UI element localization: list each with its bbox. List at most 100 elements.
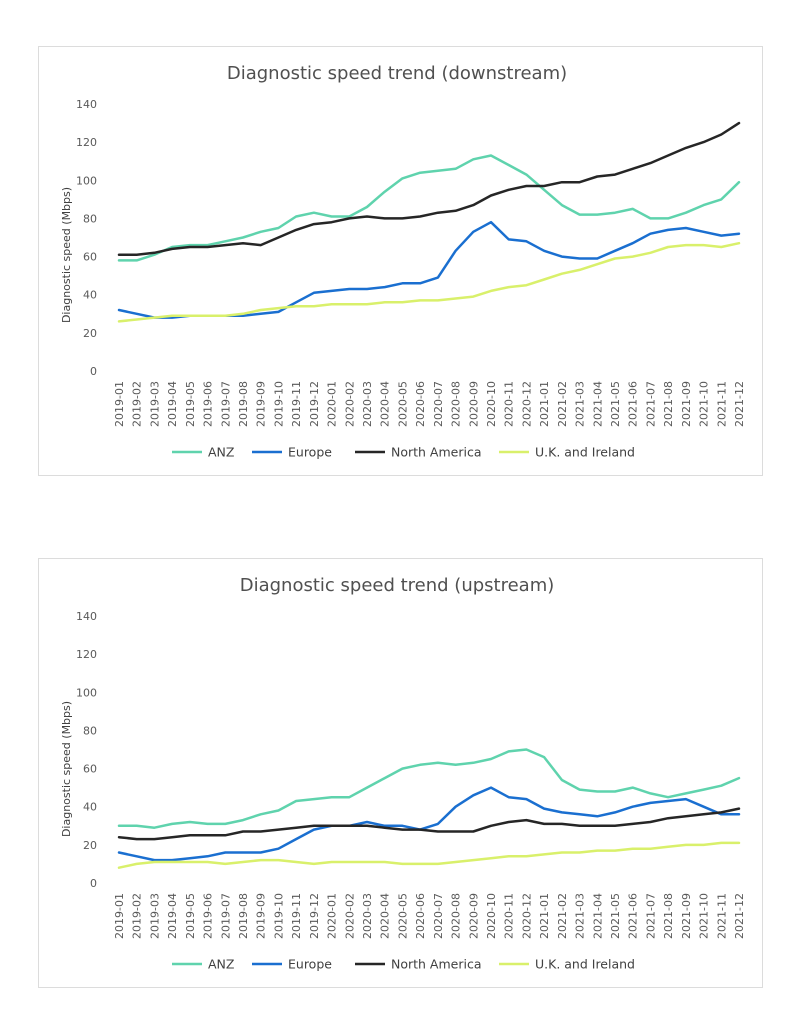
y-tick-label: 100 <box>76 174 97 187</box>
y-tick-label: 40 <box>83 289 97 302</box>
x-tick-label: 2021-07 <box>644 381 657 427</box>
x-tick-label: 2020-12 <box>520 381 533 427</box>
x-tick-label: 2019-03 <box>148 381 161 427</box>
y-tick-label: 120 <box>76 136 97 149</box>
x-tick-label: 2021-02 <box>556 893 569 939</box>
x-tick-label: 2021-09 <box>680 893 693 939</box>
x-tick-label: 2020-04 <box>379 381 392 427</box>
legend-label-anz: ANZ <box>208 445 234 460</box>
x-tick-label: 2020-04 <box>379 893 392 939</box>
x-tick-label: 2021-10 <box>698 381 711 427</box>
legend-label-anz: ANZ <box>208 957 234 972</box>
x-tick-label: 2020-10 <box>485 381 498 427</box>
x-tick-label: 2021-02 <box>556 381 569 427</box>
x-tick-label: 2019-03 <box>148 893 161 939</box>
x-tick-label: 2019-04 <box>166 381 179 427</box>
x-tick-label: 2021-11 <box>715 381 728 427</box>
legend-label-u-k-and-ireland: U.K. and Ireland <box>535 445 635 460</box>
legend-label-north-america: North America <box>391 957 482 972</box>
x-tick-label: 2020-02 <box>343 381 356 427</box>
y-tick-label: 120 <box>76 648 97 661</box>
y-tick-label: 80 <box>83 724 97 737</box>
downstream-chart-panel: Diagnostic speed trend (downstream) Diag… <box>38 46 763 476</box>
x-tick-label: 2020-03 <box>361 893 374 939</box>
x-tick-label: 2021-08 <box>662 893 675 939</box>
y-axis-title: Diagnostic speed (Mbps) <box>60 701 73 837</box>
x-tick-label: 2021-04 <box>591 381 604 427</box>
x-tick-label: 2021-09 <box>680 381 693 427</box>
x-tick-label: 2019-01 <box>113 893 126 939</box>
upstream-chart: Diagnostic speed trend (upstream) Diagno… <box>60 575 746 972</box>
x-tick-label: 2020-08 <box>450 381 463 427</box>
x-tick-label: 2019-02 <box>131 893 144 939</box>
x-tick-label: 2020-12 <box>520 893 533 939</box>
x-tick-label: 2021-12 <box>733 893 746 939</box>
legend-label-europe: Europe <box>288 957 332 972</box>
y-tick-label: 20 <box>83 327 97 340</box>
x-tick-label: 2021-12 <box>733 381 746 427</box>
x-tick-label: 2019-09 <box>255 893 268 939</box>
x-tick-label: 2020-03 <box>361 381 374 427</box>
x-tick-label: 2021-06 <box>627 381 640 427</box>
chart-title: Diagnostic speed trend (downstream) <box>227 63 567 84</box>
x-tick-label: 2019-12 <box>308 893 321 939</box>
y-tick-label: 100 <box>76 686 97 699</box>
x-tick-label: 2020-07 <box>432 381 445 427</box>
x-tick-label: 2021-07 <box>644 893 657 939</box>
x-tick-label: 2021-10 <box>698 893 711 939</box>
x-tick-label: 2020-09 <box>467 381 480 427</box>
series-line-anz <box>117 748 741 829</box>
x-tick-label: 2020-11 <box>503 893 516 939</box>
series-line-u-k-and-ireland <box>117 241 741 323</box>
x-tick-label: 2020-07 <box>432 893 445 939</box>
x-tick-label: 2020-05 <box>396 381 409 427</box>
series-line-europe <box>117 220 741 319</box>
x-tick-label: 2021-01 <box>538 893 551 939</box>
x-tick-label: 2020-06 <box>414 381 427 427</box>
x-tick-label: 2019-08 <box>237 893 250 939</box>
x-tick-label: 2019-02 <box>131 381 144 427</box>
y-tick-label: 80 <box>83 212 97 225</box>
y-tick-label: 60 <box>83 251 97 264</box>
x-tick-label: 2019-12 <box>308 381 321 427</box>
y-tick-label: 0 <box>90 365 97 378</box>
x-tick-label: 2020-09 <box>467 893 480 939</box>
x-tick-label: 2020-01 <box>326 381 339 427</box>
y-tick-label: 60 <box>83 763 97 776</box>
y-tick-label: 0 <box>90 877 97 890</box>
legend-label-north-america: North America <box>391 445 482 460</box>
x-tick-label: 2020-05 <box>396 893 409 939</box>
y-tick-label: 20 <box>83 839 97 852</box>
x-tick-label: 2020-08 <box>450 893 463 939</box>
x-tick-label: 2021-04 <box>591 893 604 939</box>
x-tick-label: 2019-07 <box>219 381 232 427</box>
x-tick-label: 2019-06 <box>202 893 215 939</box>
y-tick-label: 140 <box>76 610 97 623</box>
x-tick-label: 2021-11 <box>715 893 728 939</box>
x-tick-label: 2021-01 <box>538 381 551 427</box>
y-tick-label: 140 <box>76 98 97 111</box>
legend-label-u-k-and-ireland: U.K. and Ireland <box>535 957 635 972</box>
x-tick-label: 2019-09 <box>255 381 268 427</box>
x-tick-label: 2019-04 <box>166 893 179 939</box>
x-tick-label: 2019-08 <box>237 381 250 427</box>
x-tick-label: 2019-07 <box>219 893 232 939</box>
upstream-chart-panel: Diagnostic speed trend (upstream) Diagno… <box>38 558 763 988</box>
x-tick-label: 2020-01 <box>326 893 339 939</box>
chart-title: Diagnostic speed trend (upstream) <box>240 575 555 596</box>
x-tick-label: 2019-11 <box>290 381 303 427</box>
x-tick-label: 2019-11 <box>290 893 303 939</box>
series-line-u-k-and-ireland <box>117 841 741 869</box>
x-tick-label: 2021-06 <box>627 893 640 939</box>
x-tick-label: 2019-05 <box>184 893 197 939</box>
x-tick-label: 2019-05 <box>184 381 197 427</box>
x-tick-label: 2021-03 <box>574 893 587 939</box>
x-tick-label: 2021-03 <box>574 381 587 427</box>
x-tick-label: 2019-10 <box>272 381 285 427</box>
x-tick-label: 2021-08 <box>662 381 675 427</box>
x-tick-label: 2019-10 <box>272 893 285 939</box>
x-tick-label: 2020-11 <box>503 381 516 427</box>
series-line-europe <box>117 786 741 862</box>
series-line-anz <box>117 154 741 262</box>
x-tick-label: 2020-06 <box>414 893 427 939</box>
